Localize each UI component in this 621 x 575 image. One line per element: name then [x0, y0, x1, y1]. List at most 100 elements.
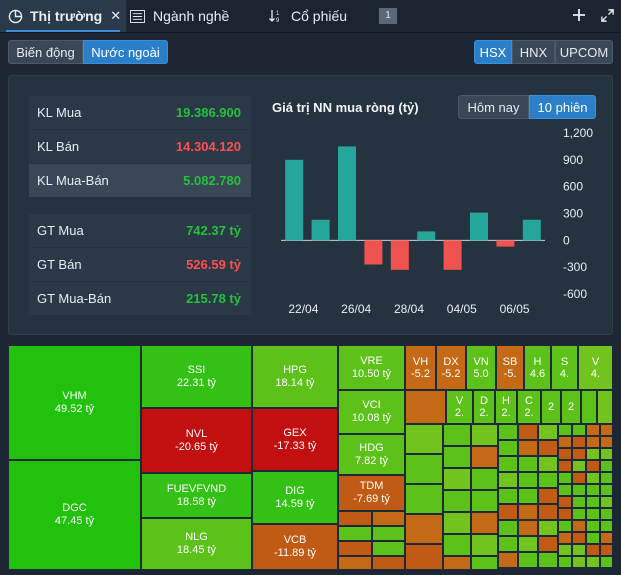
treemap-tile[interactable] [498, 552, 518, 568]
treemap-tile[interactable] [572, 556, 586, 568]
treemap-cell-gex[interactable]: GEX -17.33 tỷ [252, 408, 338, 471]
treemap-tile[interactable] [518, 472, 538, 488]
chart-bar[interactable] [285, 159, 304, 241]
treemap-tile[interactable] [586, 460, 600, 472]
tab-industry[interactable]: Ngành nghề [130, 0, 255, 32]
treemap-tile[interactable] [600, 436, 613, 448]
treemap-tile[interactable] [498, 488, 518, 504]
treemap-small-cell[interactable]: C 2. [517, 390, 541, 424]
treemap-tile[interactable] [572, 424, 586, 436]
treemap-tile[interactable] [405, 544, 443, 570]
treemap-tile[interactable] [471, 446, 498, 468]
treemap-tile[interactable] [558, 568, 572, 570]
treemap-tile[interactable] [498, 568, 518, 570]
treemap-tile[interactable] [518, 440, 538, 456]
treemap-tile[interactable] [558, 520, 572, 532]
treemap-small-cell[interactable]: DX -5.2 [436, 345, 466, 390]
treemap-tile[interactable] [518, 456, 538, 472]
treemap-tile[interactable] [372, 511, 405, 526]
treemap-tile[interactable] [498, 504, 518, 520]
toggle-volatility[interactable]: Biến động [8, 40, 83, 64]
treemap-tile[interactable] [443, 424, 471, 446]
treemap-tile[interactable] [518, 504, 538, 520]
treemap-small-cell[interactable]: S 4. [551, 345, 578, 390]
tab-count-badge[interactable]: 1 [379, 8, 397, 24]
treemap-tile[interactable] [586, 544, 600, 556]
treemap-cell-nvl[interactable]: NVL -20.65 tỷ [141, 408, 252, 473]
treemap-tile[interactable] [572, 508, 586, 520]
treemap-small-cell[interactable]: V 2. [446, 390, 473, 424]
treemap-tile[interactable] [586, 424, 600, 436]
treemap-tile[interactable] [600, 460, 613, 472]
treemap-tile[interactable] [572, 448, 586, 460]
treemap-cell-vhm[interactable]: VHM 49.52 tỷ [8, 345, 141, 460]
treemap-cell-nlg[interactable]: NLG 18.45 tỷ [141, 518, 252, 570]
treemap-tile[interactable] [443, 468, 471, 490]
treemap-tile[interactable] [471, 556, 498, 570]
treemap-small-cell[interactable]: SB -5. [496, 345, 524, 390]
treemap-tile[interactable] [558, 532, 572, 544]
treemap-small-cell[interactable]: V 4. [578, 345, 613, 390]
treemap-tile[interactable] [572, 496, 586, 508]
treemap-tile[interactable] [538, 568, 558, 570]
treemap-tile[interactable] [558, 460, 572, 472]
treemap-tile[interactable] [538, 440, 558, 456]
treemap-tile[interactable] [600, 508, 613, 520]
treemap-small-cell[interactable]: VH -5.2 [405, 345, 436, 390]
chart-bar[interactable] [417, 231, 436, 241]
treemap-tile[interactable] [581, 390, 597, 424]
treemap-tile[interactable] [538, 520, 558, 536]
treemap-tile[interactable] [600, 520, 613, 532]
treemap-tile[interactable] [518, 424, 538, 440]
chart-bar[interactable] [338, 146, 356, 241]
treemap-tile[interactable] [558, 436, 572, 448]
chart-bar[interactable] [470, 212, 488, 241]
treemap-tile[interactable] [518, 488, 538, 504]
treemap-tile[interactable] [600, 424, 613, 436]
expand-icon[interactable] [600, 8, 615, 23]
treemap-tile[interactable] [338, 511, 372, 526]
tab-market[interactable]: Thị trường ✕ [0, 0, 126, 32]
treemap-tile[interactable] [600, 496, 613, 508]
treemap-tile[interactable] [498, 536, 518, 552]
treemap-tile[interactable] [518, 520, 538, 536]
treemap-tile[interactable] [558, 544, 572, 556]
treemap-small-cell[interactable]: 2 [541, 390, 561, 424]
treemap-tile[interactable] [498, 424, 518, 440]
treemap-tile[interactable] [538, 472, 558, 488]
treemap-tile[interactable] [597, 390, 613, 424]
add-tab-icon[interactable] [571, 7, 587, 23]
exchange-hnx[interactable]: HNX [512, 40, 555, 64]
treemap-tile[interactable] [405, 390, 446, 424]
treemap-tile[interactable] [600, 448, 613, 460]
treemap-small-cell[interactable]: H 2. [495, 390, 517, 424]
treemap-tile[interactable] [372, 526, 405, 541]
treemap-tile[interactable] [600, 532, 613, 544]
treemap-tile[interactable] [600, 484, 613, 496]
treemap-cell-dig[interactable]: DIG 14.59 tỷ [252, 471, 338, 524]
treemap-tile[interactable] [471, 490, 498, 512]
chart-bar[interactable] [311, 219, 330, 241]
treemap-tile[interactable] [338, 541, 372, 556]
treemap-tile[interactable] [518, 568, 538, 570]
treemap-tile[interactable] [558, 508, 572, 520]
chart-bar[interactable] [390, 240, 409, 270]
treemap-tile[interactable] [498, 520, 518, 536]
treemap-tile[interactable] [443, 490, 471, 512]
treemap-tile[interactable] [586, 568, 600, 570]
treemap-tile[interactable] [586, 472, 600, 484]
treemap-tile[interactable] [586, 496, 600, 508]
treemap-cell-tdm[interactable]: TDM -7.69 tỷ [338, 475, 405, 511]
treemap-tile[interactable] [443, 534, 471, 556]
treemap-cell-hpg[interactable]: HPG 18.14 tỷ [252, 345, 338, 408]
treemap-tile[interactable] [572, 436, 586, 448]
treemap-tile[interactable] [471, 512, 498, 534]
treemap-tile[interactable] [538, 552, 558, 568]
treemap-tile[interactable] [572, 484, 586, 496]
treemap-tile[interactable] [498, 456, 518, 472]
treemap-tile[interactable] [558, 424, 572, 436]
treemap-tile[interactable] [586, 556, 600, 568]
treemap-tile[interactable] [600, 544, 613, 556]
treemap-tile[interactable] [538, 488, 558, 504]
